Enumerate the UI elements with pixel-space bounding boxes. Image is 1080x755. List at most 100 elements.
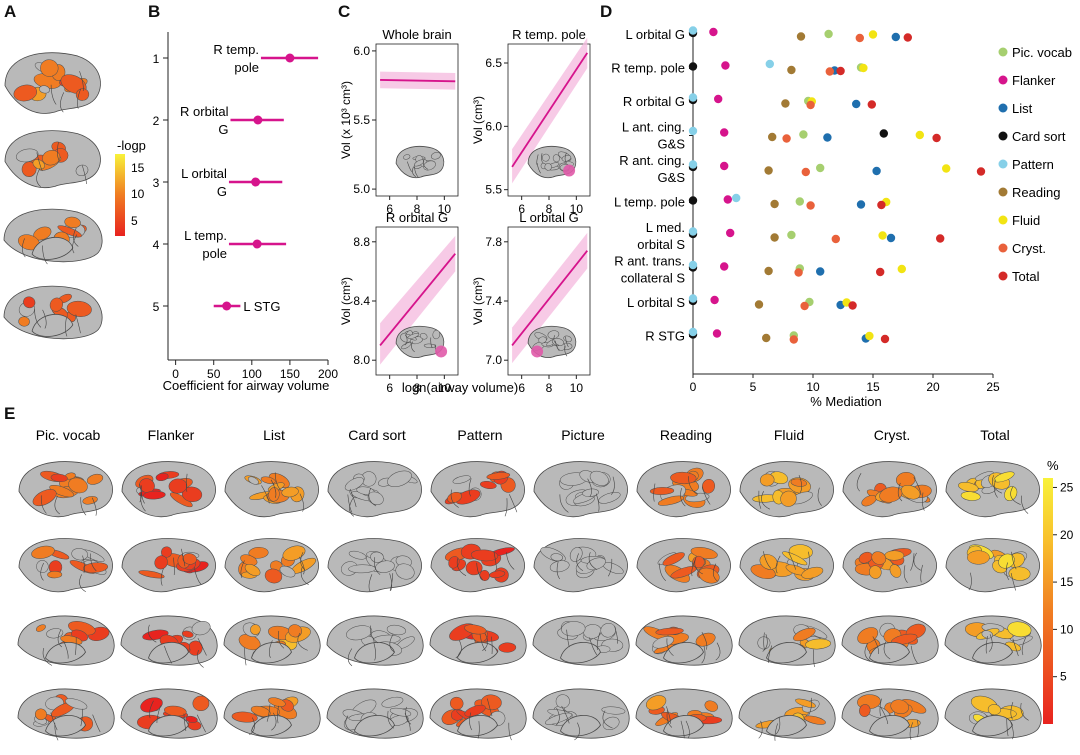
d-x-tick-label: 25 (986, 380, 1000, 394)
brain-sulcus (1005, 562, 1010, 581)
brain-sulcus (271, 712, 277, 731)
brain-sulcus (541, 153, 544, 164)
brain-sulcus (197, 650, 204, 668)
b-x-tick-label: 50 (207, 367, 221, 381)
c-highlight-region (531, 345, 544, 358)
brain-region (32, 159, 45, 170)
brain-region (143, 490, 166, 500)
brain-surface (429, 615, 527, 666)
brain-sulcus (240, 560, 245, 579)
brain-region (75, 164, 89, 177)
brain-region (49, 484, 75, 498)
brain-sulcus (768, 645, 773, 663)
brain-medial-wall (560, 641, 601, 664)
d-data-point (886, 233, 896, 243)
brain-sulcus (536, 154, 539, 165)
d-row-label: collateral S (621, 271, 686, 286)
brain-sulcus (407, 161, 412, 172)
d-x-tick-label: 0 (690, 380, 697, 394)
brain-sulcus (140, 493, 146, 512)
d-data-point (688, 227, 698, 236)
d-data-point (856, 200, 866, 209)
brain-region (967, 550, 990, 565)
d-data-point (787, 65, 796, 75)
d-row-label: R ant. cing. (619, 153, 685, 168)
brain-sulcus (389, 634, 395, 653)
brain-sulcus (60, 92, 65, 113)
b-point-label: L STG (243, 299, 280, 314)
brain-medial-wall (457, 714, 498, 737)
c-x-tick-label: 6 (518, 381, 525, 395)
brain-sulcus (36, 152, 43, 172)
d-row-label: G&S (658, 137, 686, 152)
d-legend-marker (998, 103, 1008, 113)
brain-sulcus (54, 722, 59, 741)
brain-region (759, 554, 778, 570)
b-x-tick-label: 100 (242, 367, 262, 381)
brain-region (538, 336, 547, 344)
b-estimate-point (222, 301, 232, 311)
d-legend-marker (998, 271, 1008, 281)
d-data-point (710, 295, 719, 305)
brain-surface (223, 615, 321, 666)
brain-region (46, 628, 64, 639)
brain-sulcus (50, 712, 58, 731)
brain-region (32, 489, 57, 507)
brain-sulcus (73, 227, 79, 247)
e-colorbar-tick-label: 5 (1060, 670, 1067, 684)
brain-region (21, 161, 37, 177)
brain-region (430, 152, 441, 160)
brain-outline (636, 538, 731, 593)
d-data-point (865, 331, 874, 341)
brain-region (386, 624, 406, 636)
d-legend-marker (998, 215, 1008, 225)
brain-sulcus (368, 487, 377, 507)
brain-region (50, 473, 68, 483)
brain-sulcus (347, 494, 353, 513)
brain-sulcus (347, 648, 353, 667)
c-x-tick-label: 10 (570, 381, 584, 395)
brain-sulcus (1021, 637, 1026, 656)
brain-sulcus (680, 720, 685, 739)
brain-surface (18, 538, 113, 593)
brain-region (464, 704, 486, 717)
brain-region (662, 552, 685, 566)
d-data-point (936, 234, 945, 243)
brain-sulcus (817, 487, 823, 506)
c-y-tick-label: 6.0 (353, 44, 370, 58)
brain-sulcus (277, 705, 279, 724)
brain-sulcus (715, 642, 721, 661)
brain-sulcus (149, 700, 154, 719)
brain-sulcus (992, 475, 1003, 494)
d-row-label: R STG (645, 329, 685, 344)
b-y-tick-label: 3 (153, 176, 160, 190)
c-subplot: L orbital G 6 8 10 7.0 7.4 7.8 Vol (cm³) (471, 210, 591, 395)
brain-region (403, 154, 411, 160)
brain-region (71, 548, 89, 561)
brain-region (993, 471, 1015, 483)
brain-region (68, 477, 88, 494)
brain-region (18, 316, 30, 327)
brain-sulcus (808, 697, 812, 716)
brain-region (192, 695, 210, 712)
d-data-point (709, 27, 718, 37)
brain-sulcus (300, 552, 306, 570)
c-subplot: R orbital G 6 8 10 8.0 8.4 8.8 Vol (cm³) (339, 210, 459, 395)
brain-sulcus (536, 163, 541, 174)
colorbar-a-tick: 15 (131, 161, 145, 175)
d-data-point (795, 197, 804, 206)
brain-medial-wall (869, 714, 910, 737)
brain-region (884, 550, 905, 561)
b-point-label: L orbital (181, 166, 227, 181)
brain-sulcus (922, 492, 925, 511)
brain-medial-wall (457, 641, 498, 664)
d-data-point (732, 193, 741, 203)
panel-c-charts: logn(airway volume) Whole brain 6 8 10 5.0 5.… (339, 27, 591, 395)
d-data-point (897, 264, 906, 274)
brain-sulcus (994, 479, 998, 498)
brain-region (370, 551, 384, 563)
brain-medial-wall (354, 641, 395, 664)
brain-region (782, 551, 808, 566)
d-legend-marker (998, 187, 1008, 197)
d-data-point (880, 334, 890, 344)
